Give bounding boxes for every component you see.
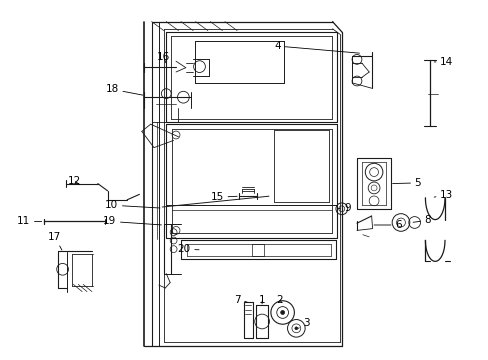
Text: 11: 11 <box>17 216 41 226</box>
Text: 12: 12 <box>67 176 81 186</box>
Text: 3: 3 <box>298 318 309 328</box>
Text: 1: 1 <box>258 294 265 305</box>
Text: 8: 8 <box>412 215 430 225</box>
Text: 2: 2 <box>276 294 283 305</box>
Text: 15: 15 <box>210 192 237 202</box>
Text: 9: 9 <box>337 203 350 213</box>
Text: 10: 10 <box>105 200 160 210</box>
Text: 4: 4 <box>274 41 359 53</box>
Text: 7: 7 <box>233 294 246 305</box>
Circle shape <box>280 311 284 314</box>
Text: 17: 17 <box>48 232 62 250</box>
Circle shape <box>294 327 297 330</box>
Text: 14: 14 <box>433 57 452 67</box>
Text: 13: 13 <box>433 190 452 200</box>
Text: 5: 5 <box>392 178 421 188</box>
Text: 6: 6 <box>373 220 401 230</box>
Text: 16: 16 <box>157 52 170 63</box>
Text: 20: 20 <box>177 244 199 254</box>
Text: 19: 19 <box>103 216 161 226</box>
Text: 18: 18 <box>105 84 142 95</box>
